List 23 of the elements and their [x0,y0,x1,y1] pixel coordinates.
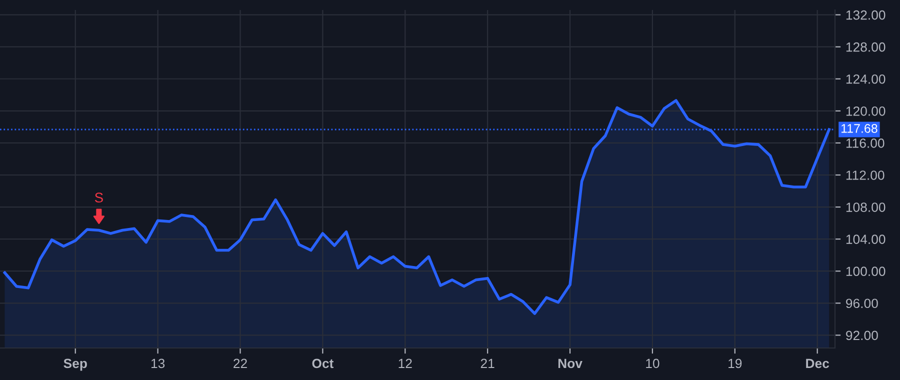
x-tick-label: 19 [728,358,742,368]
y-tick-label: 132.00 [846,10,886,20]
y-tick-label: 124.00 [846,74,886,84]
ref-line-label: 117.68 [842,124,878,133]
y-tick-label: 108.00 [846,202,886,212]
x-tick-label: Sep [64,358,87,371]
y-tick-label: 120.00 [846,106,886,116]
x-tick-label: Oct [312,358,334,368]
y-tick-label: 116.00 [846,138,884,148]
y-tick-label: 92.00 [846,330,878,340]
x-tick-label: Dec [806,358,830,368]
y-tick-label: 112.00 [846,170,884,180]
x-tick-label: 12 [398,358,412,368]
y-tick-label: 96.00 [846,298,878,308]
y-tick-label: 128.00 [846,42,886,52]
x-tick-label: Nov [558,358,582,368]
annotation: S [94,192,103,203]
x-tick-label: 21 [480,358,494,368]
x-tick-label: 13 [151,358,165,368]
y-tick-label: 100.00 [846,266,886,276]
x-tick-label: 22 [234,358,247,368]
y-tick-label: 104.00 [846,234,886,244]
x-tick-label: 10 [646,358,660,368]
